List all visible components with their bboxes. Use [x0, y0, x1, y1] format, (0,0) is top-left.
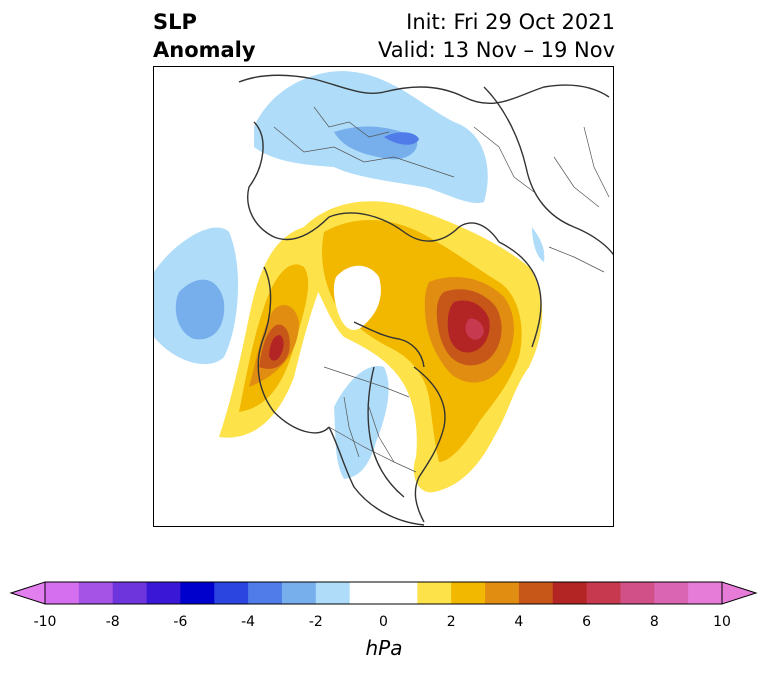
colorbar-unit-label: hPa — [365, 636, 403, 660]
colorbar-segment — [146, 582, 181, 604]
colorbar-segment — [518, 582, 554, 604]
colorbar-tick-label: -8 — [105, 614, 120, 630]
colorbar-segment — [112, 582, 147, 604]
north-america-low-anomaly — [334, 366, 389, 479]
colorbar-tick-label: 6 — [582, 614, 592, 630]
eurasia-low-anomaly — [254, 71, 545, 262]
political-borders — [273, 106, 610, 473]
colorbar-segment — [586, 582, 621, 604]
slp-anomaly-map — [154, 71, 613, 526]
colorbar-segment — [281, 582, 317, 604]
colorbar-tick-label: 4 — [514, 614, 524, 630]
colorbar-segment — [552, 582, 587, 604]
colorbar-tick-label: -10 — [33, 614, 57, 630]
colorbar-tick-label: -4 — [241, 614, 256, 630]
colorbar-segment — [78, 582, 114, 604]
colorbar-segment — [180, 582, 215, 604]
colorbar-tick-label: -6 — [173, 614, 188, 630]
colorbar-segment — [45, 582, 80, 604]
colorbar-tick-label: 0 — [379, 614, 388, 630]
colorbar-tick-label: -2 — [308, 614, 323, 630]
colorbar-segment — [654, 582, 689, 604]
colorbar-segment — [451, 582, 486, 604]
colorbar-outline — [44, 581, 723, 605]
colorbar-extend-low — [9, 581, 46, 605]
colorbar-segments — [45, 582, 723, 604]
colorbar-tick-label: 2 — [446, 614, 456, 630]
chart-title-left: SLP Anomaly — [153, 8, 256, 64]
colorbar-tick-label: 8 — [649, 614, 659, 630]
colorbar-segment — [485, 582, 520, 604]
colorbar-segment — [248, 582, 283, 604]
anomaly-subtitle: Anomaly — [153, 38, 256, 62]
colorbar-extend-high — [721, 581, 758, 605]
colorbar — [9, 581, 758, 605]
colorbar-segment — [315, 582, 351, 604]
colorbar-segment — [417, 582, 452, 604]
valid-range: Valid: 13 Nov – 19 Nov — [378, 38, 615, 62]
colorbar-segment — [620, 582, 655, 604]
colorbar-segment — [349, 582, 384, 604]
pacific-high-anomaly — [219, 226, 333, 438]
variable-title: SLP — [153, 10, 197, 34]
colorbar-tick-label: 10 — [713, 614, 731, 630]
colorbar-segment — [214, 582, 249, 604]
pacific-low-anomaly — [154, 227, 239, 365]
arctic-high-anomaly — [300, 201, 543, 493]
map-panel — [153, 66, 614, 527]
chart-title-right: Init: Fri 29 Oct 2021 Valid: 13 Nov – 19… — [378, 8, 615, 64]
init-date: Init: Fri 29 Oct 2021 — [406, 10, 615, 34]
colorbar-segment — [383, 582, 418, 604]
colorbar-segment — [688, 582, 723, 604]
coastlines — [238, 74, 613, 526]
